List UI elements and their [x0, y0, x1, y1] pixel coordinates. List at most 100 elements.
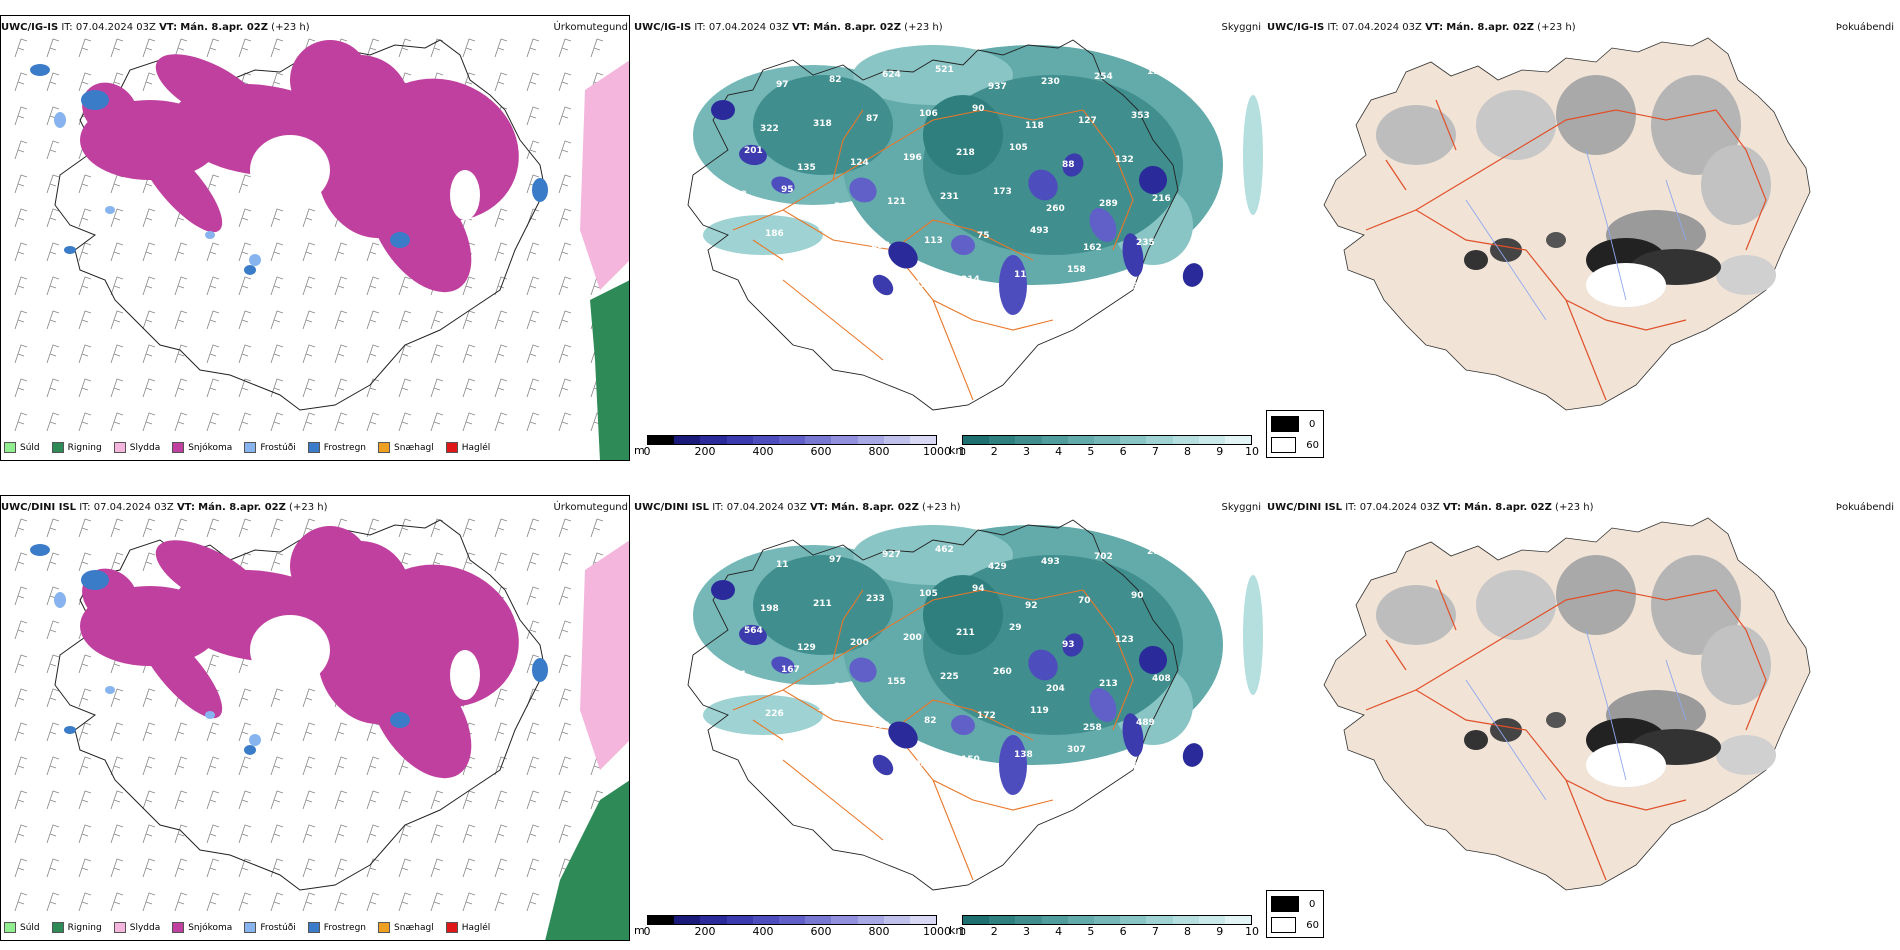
wind-barb — [174, 412, 188, 432]
fog-legend-row: 0 — [1271, 896, 1319, 912]
low-ceiling-area — [1122, 233, 1144, 277]
ceiling-value: 624 — [882, 70, 901, 80]
low-ceiling-area — [1062, 633, 1084, 657]
snow-area — [137, 623, 223, 719]
colorbar-cell — [857, 916, 884, 924]
wind-barb — [78, 654, 92, 674]
ceiling-value: 122 — [749, 753, 768, 763]
wind-barb — [46, 518, 60, 538]
wind-barb — [270, 790, 284, 810]
wind-barb — [14, 310, 28, 330]
fog-legend-row: 60 — [1271, 917, 1319, 933]
wind-barb — [494, 552, 508, 572]
wind-barb — [238, 242, 252, 262]
ceiling-value: 135 — [797, 163, 816, 173]
wind-barb — [366, 310, 380, 330]
wind-barb — [302, 242, 316, 262]
freezing-rain-area — [64, 246, 76, 254]
wind-barb — [78, 310, 92, 330]
freezing-drizzle-area — [205, 711, 215, 719]
wind-barb — [110, 688, 124, 708]
wind-barb — [78, 412, 92, 432]
colorbar-tick: 1000 — [923, 925, 951, 938]
ceiling-value: 269 — [733, 793, 752, 803]
wind-barb — [430, 344, 444, 364]
colorbar-cell — [1146, 436, 1173, 444]
sleet-area — [580, 60, 630, 290]
ceiling-value: 254 — [1094, 72, 1113, 82]
wind-barb — [238, 552, 252, 572]
legend-item: Slydda — [113, 442, 160, 453]
ceiling-value: 203 — [786, 792, 805, 802]
colorbar-tick: 6 — [1119, 925, 1127, 938]
wind-barb — [462, 344, 476, 364]
wind-barb — [270, 378, 284, 398]
colorbar-cell — [857, 436, 884, 444]
low-ceiling-area — [771, 176, 795, 194]
ceiling-value: 92 — [1025, 601, 1038, 611]
wind-barb — [526, 756, 540, 776]
ceiling-value: 94 — [972, 584, 985, 594]
fog-legend-swatch — [1271, 416, 1299, 432]
wind-barb — [14, 174, 28, 194]
legend-label: Frostregn — [323, 922, 367, 933]
visibility-colorbar: 1 2 3 4 5 6 7 8 9 10 km — [949, 915, 1259, 938]
wind-barb — [46, 722, 60, 742]
wind-barb — [238, 310, 252, 330]
ceiling-value: 200 — [850, 638, 869, 648]
colorbar-cell — [648, 916, 675, 924]
ceiling-value: 260 — [1046, 204, 1065, 214]
ceiling-value: 231 — [940, 192, 959, 202]
wind-barb — [142, 310, 156, 330]
wind-barb — [206, 242, 220, 262]
ceiling-labels: 182 97 82 624 521 937 230 254 195 322 318 87 106 90 11… — [723, 63, 1171, 323]
wind-barb — [206, 276, 220, 296]
wind-barb — [142, 892, 156, 912]
dense-fog-area — [1464, 730, 1488, 750]
wind-barb — [142, 242, 156, 262]
wind-barb — [142, 722, 156, 742]
wind-barb — [174, 518, 188, 538]
wind-barb — [78, 174, 92, 194]
ceiling-value: 84 — [834, 682, 847, 692]
wind-barb — [78, 518, 92, 538]
clear-area — [250, 615, 330, 685]
title-vt-label: VT: — [1425, 22, 1444, 33]
title-model: UWC/DINI ISL — [1267, 502, 1343, 513]
wind-barb — [206, 344, 220, 364]
ceiling-value: 70 — [1078, 596, 1091, 606]
colorbar-cell — [831, 916, 858, 924]
ceiling-value: 150 — [961, 755, 980, 765]
wind-barb — [430, 378, 444, 398]
ceiling-value: 158 — [1067, 265, 1086, 275]
wind-barb — [462, 892, 476, 912]
ceiling-value: 564 — [744, 626, 763, 636]
ceiling-value: 230 — [1041, 77, 1060, 87]
ceiling-value: 148 — [728, 190, 747, 200]
fog-area — [1716, 255, 1776, 295]
low-ceiling-area — [888, 241, 918, 269]
colorbar-tick: 6 — [1119, 445, 1127, 458]
ceiling-value: 211 — [813, 599, 832, 609]
fog-area — [1556, 555, 1636, 635]
wind-barb — [526, 790, 540, 810]
low-ceiling-area — [1028, 169, 1058, 201]
ceiling-value: 87 — [866, 114, 879, 124]
wind-barb — [206, 412, 220, 432]
ceiling-value: 289 — [1099, 199, 1118, 209]
wind-barb — [430, 824, 444, 844]
ceiling-value: 123 — [1120, 282, 1139, 292]
wind-barb — [238, 38, 252, 58]
low-ceiling-area — [1182, 263, 1204, 287]
fog-legend: 0 60 — [1266, 890, 1324, 938]
ceiling-value: 493 — [1041, 557, 1060, 567]
wind-barb — [110, 378, 124, 398]
wind-barb — [494, 412, 508, 432]
wind-barb — [334, 790, 348, 810]
ceiling-value: 162 — [1083, 243, 1102, 253]
wind-barb — [526, 378, 540, 398]
wind-barb — [238, 344, 252, 364]
wind-barb — [558, 654, 572, 674]
wind-barb — [462, 824, 476, 844]
fog-legend-label: 0 — [1309, 418, 1316, 430]
